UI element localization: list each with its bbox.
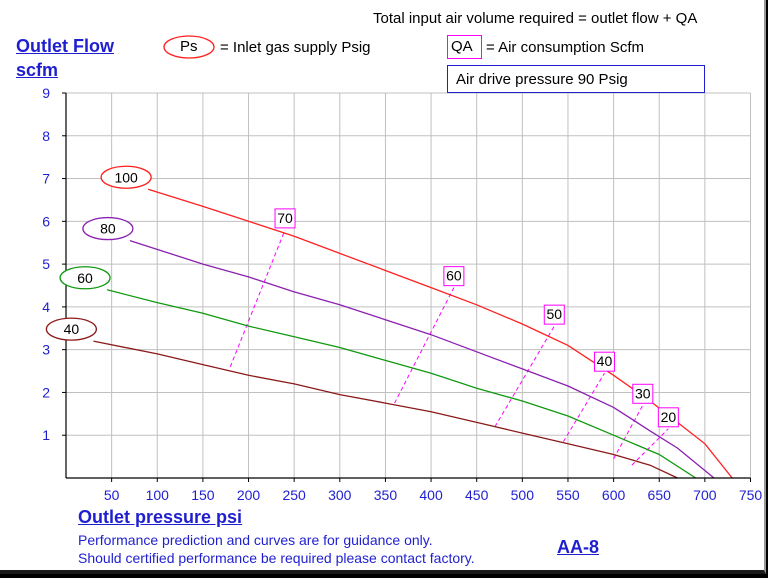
- axes: [65, 93, 751, 479]
- x-axis-label: Outlet pressure psi: [78, 507, 243, 527]
- qa-line-20: [631, 428, 669, 466]
- drive-pressure-text: Air drive pressure 90 Psig: [456, 71, 628, 88]
- x-tick-label: 600: [602, 487, 626, 503]
- qa-label-box-70: [274, 208, 296, 229]
- x-tick-label: 300: [328, 487, 352, 503]
- model-code: AA-8: [557, 537, 600, 557]
- qa-label-box-20: [657, 407, 679, 428]
- x-tick-label: 500: [511, 487, 535, 503]
- curve-ps-80: [129, 239, 715, 479]
- qa-label-50: 50: [546, 306, 562, 322]
- drive-pressure-box: [447, 65, 705, 93]
- y-tick-label: 3: [42, 342, 50, 358]
- curve-ps-60: [106, 289, 697, 479]
- ps-label-80: 80: [100, 221, 116, 237]
- ps-legend-text: = Inlet gas supply Psig: [220, 39, 371, 56]
- y-tick-label: 6: [42, 213, 50, 229]
- x-tick-label: 650: [648, 487, 672, 503]
- y-tick-label: 2: [42, 384, 50, 400]
- qa-label-70: 70: [277, 210, 293, 226]
- y-tick-label: 7: [42, 171, 50, 187]
- flow-curves: [93, 188, 733, 479]
- ps-label-ellipse-60: [59, 266, 111, 290]
- qa-legend-text: = Air consumption Scfm: [486, 39, 644, 56]
- x-tick-label: 150: [191, 487, 215, 503]
- qa-label-20: 20: [661, 409, 677, 425]
- ps-label-100: 100: [114, 169, 138, 185]
- grid-lines: [66, 92, 751, 478]
- x-tick-label: 50: [104, 487, 120, 503]
- y-tick-label: 1: [42, 427, 50, 443]
- qa-line-40: [562, 372, 605, 442]
- qa-label-30: 30: [635, 385, 651, 401]
- ps-legend-symbol: Ps: [180, 38, 198, 55]
- qa-legend-symbol: QA: [451, 38, 473, 55]
- y-axis-label-line1: Outlet Flow: [16, 36, 114, 56]
- x-tick-label: 700: [693, 487, 717, 503]
- qa-label-box-30: [632, 383, 654, 404]
- qa-label-60: 60: [446, 268, 462, 284]
- x-tick-label: 450: [465, 487, 489, 503]
- curve-ps-100: [147, 188, 733, 479]
- qa-legend-box: [447, 35, 482, 59]
- qa-label-box-40: [593, 351, 615, 372]
- ps-label-ellipse-100: [100, 165, 152, 189]
- y-axis-label-line2: scfm: [16, 60, 59, 80]
- qa-line-70: [229, 229, 286, 367]
- y-tick-label: 9: [42, 85, 50, 101]
- x-tick-label: 200: [237, 487, 261, 503]
- curve-labels: 100 80 60 40 70 60 50 40 30 20: [45, 165, 679, 428]
- tick-labels: 50 100 150 200 250 300 350 400 450 500 550 600 650 70…: [42, 85, 762, 503]
- chart-title: Total input air volume required = outlet…: [373, 10, 698, 27]
- ps-label-ellipse-40: [45, 317, 98, 341]
- ps-label-40: 40: [64, 321, 80, 337]
- footer-note-line1: Performance prediction and curves are fo…: [78, 532, 433, 548]
- curve-ps-40: [93, 340, 678, 479]
- ps-legend-ellipse: [163, 35, 215, 59]
- x-tick-label: 550: [556, 487, 580, 503]
- qa-lines: [229, 229, 669, 466]
- qa-line-60: [394, 287, 455, 404]
- y-tick-label: 4: [42, 299, 50, 315]
- qa-label-box-60: [443, 266, 465, 287]
- qa-label-box-50: [543, 304, 565, 325]
- x-tick-label: 750: [739, 487, 763, 503]
- qa-line-30: [613, 405, 644, 459]
- ps-label-60: 60: [77, 270, 93, 286]
- x-tick-label: 350: [374, 487, 398, 503]
- x-tick-label: 250: [282, 487, 306, 503]
- y-tick-label: 8: [42, 128, 50, 144]
- footer-note-line2: Should certified performance be required…: [78, 550, 475, 566]
- x-tick-label: 100: [146, 487, 170, 503]
- ps-label-ellipse-80: [82, 216, 134, 241]
- x-tick-label: 400: [419, 487, 443, 503]
- qa-label-40: 40: [597, 353, 613, 369]
- qa-line-50: [494, 325, 555, 427]
- y-tick-label: 5: [42, 256, 50, 272]
